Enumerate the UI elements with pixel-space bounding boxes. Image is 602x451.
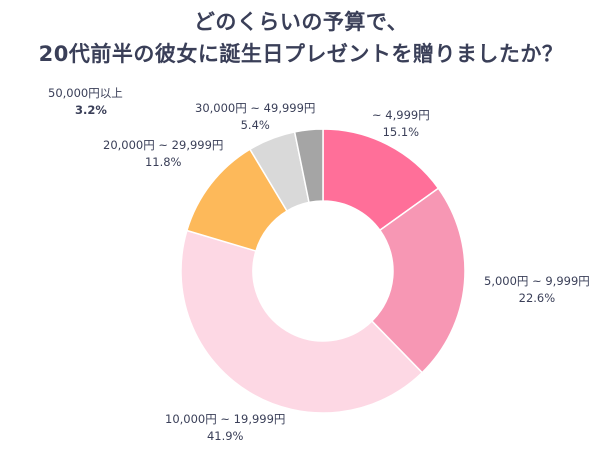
slice-label-0: ~ 4,999円	[372, 108, 430, 122]
slice-percent-0: 15.1%	[383, 125, 420, 139]
slice-label-2: 10,000円 ~ 19,999円	[165, 412, 285, 426]
slice-label-1: 5,000円 ~ 9,999円	[484, 274, 590, 288]
slice-percent-5: 3.2%	[75, 103, 107, 117]
donut-slice-2	[180, 229, 424, 414]
slice-percent-3: 11.8%	[145, 155, 182, 169]
slice-percent-2: 41.9%	[207, 429, 244, 443]
donut-slice-5	[293, 128, 324, 204]
slice-percent-1: 22.6%	[519, 291, 556, 305]
slice-label-4: 30,000円 ~ 49,999円	[195, 101, 315, 115]
slice-label-3: 20,000円 ~ 29,999円	[103, 138, 223, 152]
chart-title-line-2: 20代前半の彼女に誕生日プレゼントを贈りましたか？	[38, 42, 564, 66]
donut-slice-1	[370, 187, 466, 374]
slice-percent-4: 5.4%	[241, 118, 270, 132]
slice-label-5: 50,000円以上	[48, 86, 123, 100]
chart-title-line-1: どのくらいの予算で、	[193, 10, 409, 34]
